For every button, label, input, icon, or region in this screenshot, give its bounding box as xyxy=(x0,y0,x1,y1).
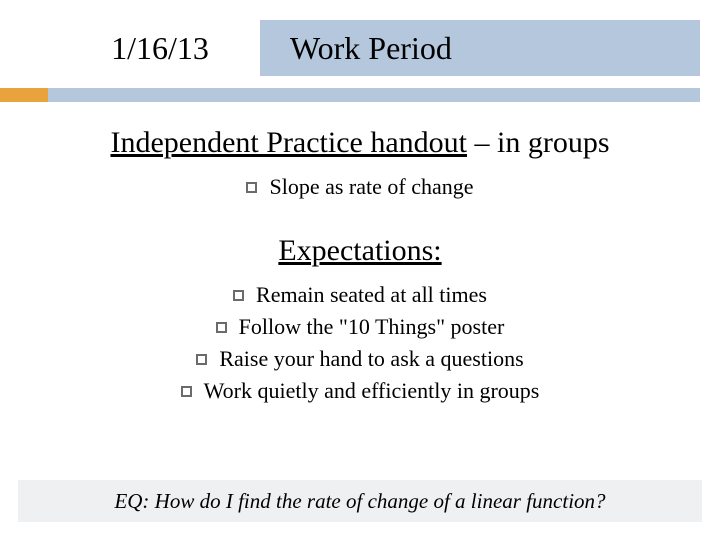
list-item-text: Remain seated at all times xyxy=(256,282,487,308)
section1-bullet-row: Slope as rate of change xyxy=(20,174,700,200)
section1-heading-underlined: Independent Practice handout xyxy=(110,126,467,159)
expectations-list: Remain seated at all times Follow the "1… xyxy=(20,282,700,404)
accent-block xyxy=(0,88,48,102)
section1-heading-rest: – in groups xyxy=(467,126,610,159)
list-item-text: Work quietly and efficiently in groups xyxy=(204,378,540,404)
section1-heading: Independent Practice handout – in groups xyxy=(20,126,700,160)
list-item: Work quietly and efficiently in groups xyxy=(181,378,540,404)
list-item-text: Raise your hand to ask a questions xyxy=(219,346,523,372)
square-bullet-icon xyxy=(181,386,192,397)
title-main: Work Period xyxy=(260,20,700,76)
footer-eq-bar: EQ: How do I find the rate of change of … xyxy=(18,480,702,522)
square-bullet-icon xyxy=(233,290,244,301)
section1-bullet-text: Slope as rate of change xyxy=(269,174,473,200)
title-bar: 1/16/13 Work Period xyxy=(60,20,700,76)
list-item-text: Follow the "10 Things" poster xyxy=(239,314,505,340)
footer-eq-text: EQ: How do I find the rate of change of … xyxy=(114,489,605,514)
slide-content: Independent Practice handout – in groups… xyxy=(0,120,720,404)
section2-heading: Expectations: xyxy=(20,234,700,268)
title-date: 1/16/13 xyxy=(60,20,260,76)
square-bullet-icon xyxy=(216,322,227,333)
accent-line xyxy=(48,88,700,102)
square-bullet-icon xyxy=(196,354,207,365)
list-item: Raise your hand to ask a questions xyxy=(196,346,523,372)
square-bullet-icon xyxy=(246,182,257,193)
list-item: Follow the "10 Things" poster xyxy=(216,314,505,340)
list-item: Remain seated at all times xyxy=(233,282,487,308)
